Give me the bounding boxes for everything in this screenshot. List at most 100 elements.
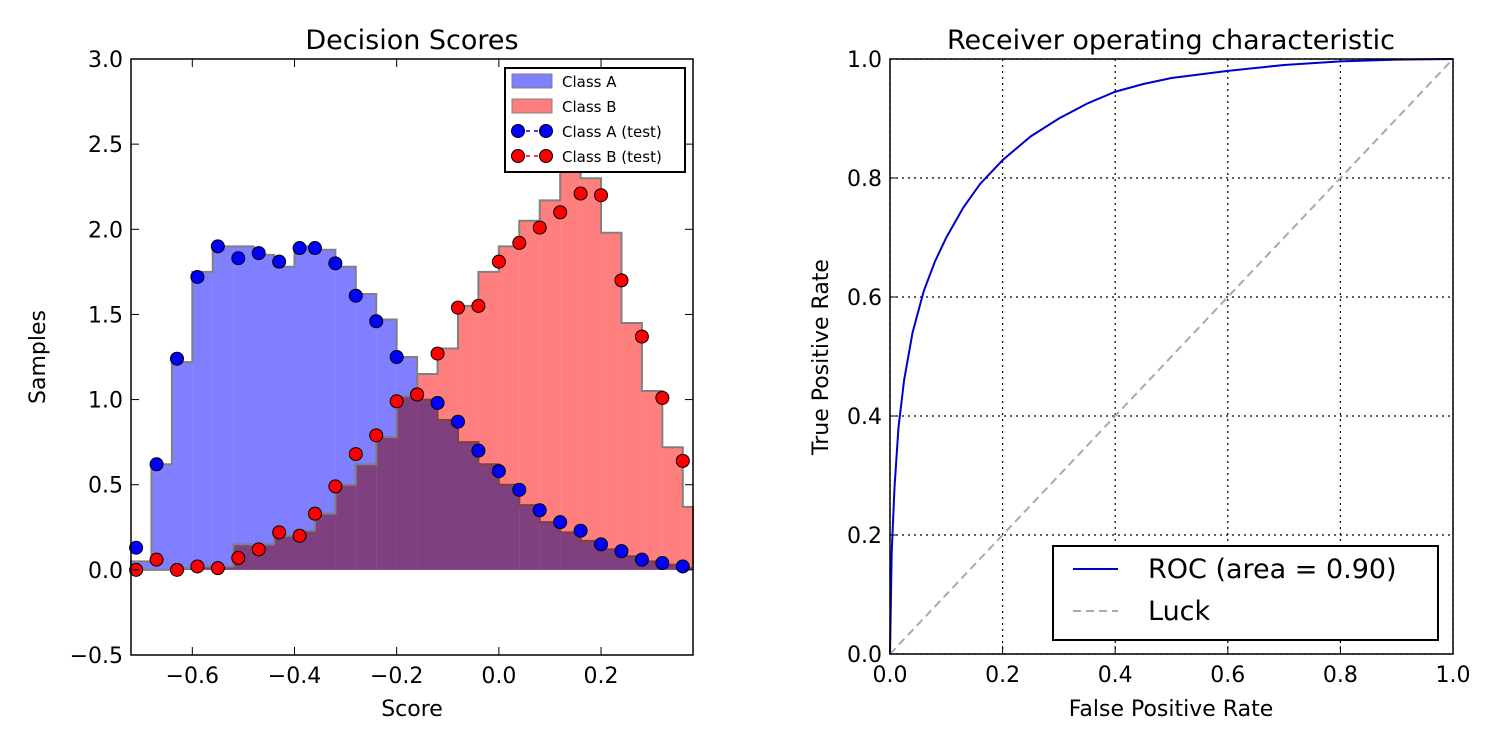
x-tick-label: 0.6 — [1210, 663, 1245, 688]
y-tick-label: 0.4 — [847, 405, 882, 430]
data-point-class-b-test — [169, 562, 184, 577]
decision-scores-legend: Class A Class B Class A (test) Class B (… — [504, 67, 686, 173]
y-tick-label: −0.5 — [70, 644, 123, 669]
data-point-class-b-test — [512, 235, 527, 250]
data-point-class-b-test — [655, 390, 670, 405]
data-point-class-a-test — [614, 544, 629, 559]
y-tick-label: 0.0 — [847, 643, 882, 668]
legend-label-class-a: Class A — [562, 73, 617, 91]
data-point-class-a-test — [348, 288, 363, 303]
legend-label-class-b: Class B — [562, 98, 617, 116]
histogram-bar-class-a — [192, 271, 213, 570]
y-tick-label: 3.0 — [88, 48, 123, 73]
data-point-class-b-test — [614, 273, 629, 288]
x-tick-label: 0.2 — [985, 663, 1020, 688]
histogram-bar-class-b — [478, 271, 499, 570]
y-tick-label: 0.8 — [847, 167, 882, 192]
data-point-class-a-test — [328, 256, 343, 271]
data-point-class-a-test — [532, 503, 547, 518]
roc-curve-line — [889, 58, 1454, 655]
roc-legend: ROC (area = 0.90) Luck — [1052, 545, 1439, 641]
roc-xlabel: False Positive Rate — [1069, 697, 1273, 722]
data-point-class-a-test — [272, 254, 287, 269]
data-point-class-a-test — [292, 241, 307, 256]
data-point-class-b-test — [491, 254, 506, 269]
histogram-bar-class-b — [498, 246, 520, 570]
x-tick-label: 1.0 — [1436, 663, 1471, 688]
data-point-class-a-test — [655, 556, 670, 571]
data-point-class-a-test — [389, 350, 404, 364]
y-tick-label: 0.5 — [88, 474, 123, 499]
x-tick-label: 0.0 — [481, 664, 516, 689]
histogram-bar-class-b — [682, 506, 693, 570]
decision-scores-ylabel: Samples — [26, 310, 51, 404]
y-tick-label: 0.6 — [847, 286, 882, 311]
y-tick-label: 2.5 — [88, 133, 123, 158]
legend-marker-class-a-test — [511, 124, 553, 138]
histogram-bar-class-b — [662, 447, 683, 570]
x-tick-label: 0.2 — [584, 664, 619, 689]
data-point-class-b-test — [292, 528, 307, 543]
x-tick-label: −0.6 — [166, 664, 219, 689]
legend-swatch-class-b — [511, 98, 553, 114]
data-point-class-b-test — [272, 525, 287, 540]
histogram-bar-class-b — [519, 220, 540, 570]
histogram-outline-class-b — [131, 163, 694, 571]
data-point-class-a-test — [450, 414, 465, 429]
data-point-class-a-test — [369, 314, 384, 329]
histogram-bar-class-b — [457, 305, 479, 570]
data-point-class-a-test — [430, 395, 445, 410]
y-tick-label: 1.0 — [88, 389, 123, 414]
data-point-class-a-test — [129, 540, 144, 555]
histogram-bar-class-b — [560, 164, 581, 570]
decision-scores-title: Decision Scores — [305, 25, 518, 56]
histogram-bar-class-b — [437, 348, 458, 570]
data-point-class-a-test — [491, 464, 506, 479]
roc-frame — [889, 58, 1454, 655]
data-point-class-b-test — [210, 561, 225, 576]
histogram-bar-class-b — [335, 484, 356, 570]
data-point-class-a-test — [251, 246, 266, 261]
data-point-class-a-test — [553, 515, 568, 530]
data-point-class-b-test — [307, 506, 322, 521]
data-point-class-a-test — [512, 482, 527, 497]
histogram-bar-class-b — [314, 513, 336, 570]
data-point-class-a-test — [307, 241, 322, 256]
legend-label-luck: Luck — [1148, 596, 1211, 627]
data-point-class-a-test — [675, 559, 690, 574]
histogram-bar-class-b — [376, 437, 397, 570]
data-point-class-a-test — [231, 251, 246, 266]
data-point-class-b-test — [573, 186, 588, 201]
data-point-class-a-test — [190, 269, 205, 284]
data-point-class-b-test — [369, 428, 384, 443]
data-point-class-b-test — [634, 329, 649, 344]
data-point-class-a-test — [169, 351, 184, 366]
legend-label-class-b-test: Class B (test) — [562, 148, 662, 166]
histogram-bar-class-a — [233, 246, 254, 570]
data-point-class-b-test — [594, 188, 609, 203]
luck-diagonal-line — [889, 58, 1454, 655]
histogram-bar-class-a — [151, 464, 172, 570]
histogram-bar-class-b — [580, 178, 602, 570]
data-point-class-a-test — [149, 457, 164, 472]
data-point-class-b-test — [430, 346, 445, 361]
data-point-class-b-test — [328, 479, 343, 494]
data-point-class-b-test — [532, 220, 547, 235]
roc-legend-box — [1052, 545, 1439, 641]
histogram-bar-class-b — [539, 200, 561, 570]
histogram-bar-class-a — [171, 362, 193, 570]
histogram-bar-class-b — [396, 396, 418, 570]
histogram-bar-class-b — [355, 464, 377, 570]
y-tick-label: 1.5 — [88, 303, 123, 328]
data-point-class-a-test — [573, 523, 588, 538]
x-tick-label: 0.4 — [1098, 663, 1133, 688]
data-point-class-b-test — [450, 300, 465, 315]
roc-chart: 0.0 0.2 0.4 0.6 0.8 1.0 0.0 0.2 0.4 0.6 0.8 1.0 Re… — [809, 25, 1471, 722]
data-point-class-b-test — [389, 394, 404, 409]
data-point-class-b-test — [231, 550, 246, 565]
legend-swatch-class-a — [511, 73, 553, 89]
legend-marker-class-b-test — [511, 149, 553, 163]
histogram-bar-class-a — [274, 266, 295, 570]
data-point-class-b-test — [410, 387, 425, 402]
